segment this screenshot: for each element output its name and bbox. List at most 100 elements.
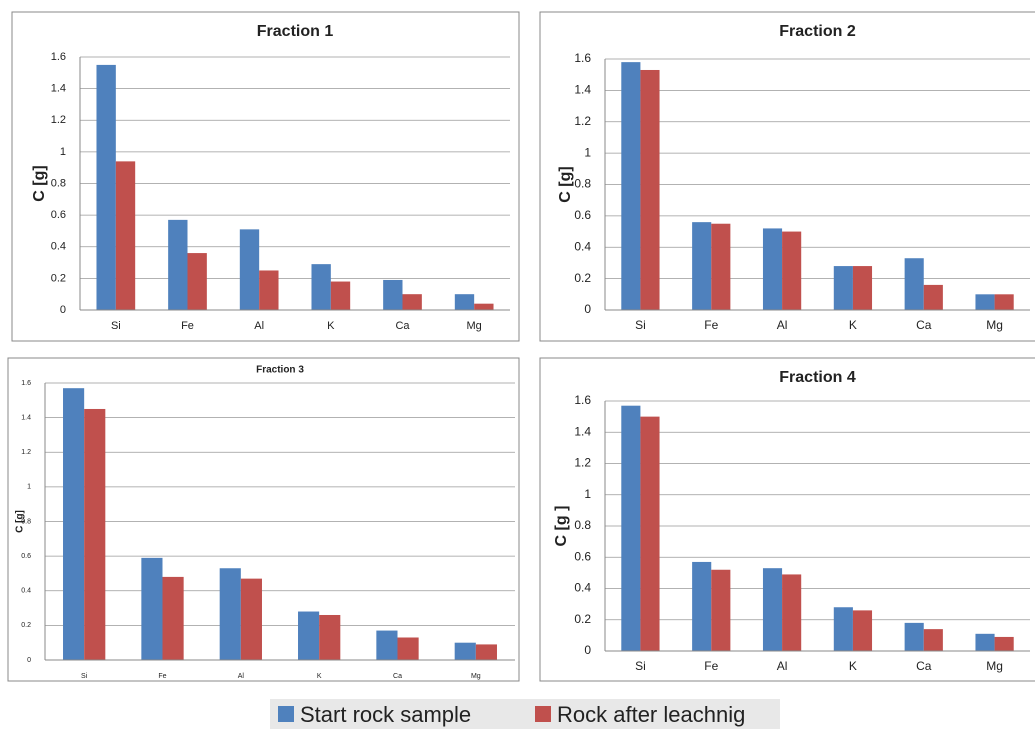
bar	[711, 223, 731, 310]
bar	[782, 574, 802, 651]
y-tick-label: 0.4	[21, 588, 31, 595]
y-tick-label: 0.6	[574, 549, 591, 563]
bar	[833, 607, 853, 651]
bar	[187, 253, 207, 310]
bar	[454, 294, 475, 310]
chart-title: Fraction 4	[779, 369, 856, 386]
x-tick-label: Fe	[158, 673, 166, 680]
y-tick-label: 0.2	[574, 271, 591, 285]
x-tick-label: Fe	[704, 318, 718, 332]
bar	[319, 614, 341, 660]
bar	[833, 266, 853, 310]
bar	[475, 644, 497, 660]
x-tick-label: Mg	[986, 659, 1003, 673]
y-axis-label: C [g]	[15, 510, 26, 533]
bar	[975, 633, 995, 651]
bar	[640, 416, 660, 651]
y-tick-label: 0.8	[574, 518, 591, 532]
bar	[168, 219, 188, 310]
bar	[621, 405, 641, 651]
y-axis-label: C [g]	[557, 166, 574, 202]
chart-title: Fraction 3	[256, 365, 304, 376]
bar	[904, 258, 924, 310]
y-tick-label: 1.6	[574, 51, 591, 65]
x-tick-label: Al	[777, 318, 788, 332]
y-tick-label: 0.6	[51, 209, 66, 221]
legend-swatch	[278, 706, 294, 722]
y-tick-label: 1.2	[51, 114, 66, 126]
y-tick-label: 0.8	[51, 177, 66, 189]
y-tick-label: 1	[27, 484, 31, 491]
bar	[298, 611, 320, 660]
bar	[84, 408, 106, 660]
bar	[852, 610, 873, 651]
x-tick-label: Al	[254, 320, 264, 332]
y-tick-label: 1.4	[51, 83, 66, 95]
bar	[782, 231, 802, 310]
bar	[923, 629, 943, 651]
bar	[397, 637, 419, 660]
bar	[259, 270, 279, 310]
bar	[762, 568, 783, 651]
y-axis-label: C [g]	[31, 165, 48, 201]
x-tick-label: Fe	[704, 659, 718, 673]
bar	[330, 281, 351, 310]
bar	[923, 284, 943, 310]
y-tick-label: 0.2	[51, 272, 66, 284]
bar	[63, 388, 85, 660]
y-tick-label: 0.2	[574, 612, 591, 626]
y-tick-label: 0	[584, 302, 591, 316]
bar	[994, 636, 1014, 651]
legend-swatch	[535, 706, 551, 722]
bar	[621, 62, 641, 311]
x-tick-label: Al	[238, 673, 245, 680]
bar	[162, 576, 184, 660]
y-tick-label: 0.4	[574, 239, 591, 253]
bar	[975, 294, 995, 310]
y-axis-label: C [g ]	[553, 506, 570, 547]
legend-box	[270, 699, 780, 729]
bar	[904, 622, 924, 651]
y-tick-label: 1.4	[574, 83, 591, 97]
y-tick-label: 0.4	[51, 241, 66, 253]
y-tick-label: 0	[60, 304, 66, 316]
bar	[141, 557, 163, 660]
x-tick-label: Fe	[181, 320, 194, 332]
x-tick-label: Ca	[395, 320, 410, 332]
x-tick-label: Al	[777, 659, 788, 673]
bar	[376, 630, 398, 660]
bar	[474, 303, 494, 310]
y-tick-label: 1	[60, 146, 66, 158]
y-tick-label: 1.4	[574, 424, 591, 438]
y-tick-label: 1.6	[21, 380, 31, 387]
x-tick-label: K	[317, 673, 322, 680]
y-tick-label: 0.4	[574, 581, 591, 595]
y-tick-label: 0.6	[21, 553, 31, 560]
y-tick-label: 1	[584, 145, 591, 159]
bar	[383, 279, 403, 310]
x-tick-label: K	[849, 318, 857, 332]
y-tick-label: 1.6	[574, 393, 591, 407]
legend-label: Rock after leachnig	[557, 702, 745, 727]
x-tick-label: K	[849, 659, 857, 673]
bar	[311, 264, 331, 310]
y-tick-label: 1.2	[574, 114, 591, 128]
y-tick-label: 0	[584, 643, 591, 657]
y-tick-label: 0.2	[21, 622, 31, 629]
bar	[115, 161, 136, 310]
x-tick-label: Ca	[916, 659, 932, 673]
bar	[402, 294, 422, 310]
x-tick-label: Ca	[916, 318, 932, 332]
bar	[762, 228, 783, 310]
chart-title: Fraction 2	[779, 23, 856, 40]
x-tick-label: Mg	[986, 318, 1003, 332]
x-tick-label: K	[327, 320, 335, 332]
x-tick-label: Si	[635, 318, 646, 332]
y-tick-label: 1.2	[574, 456, 591, 470]
y-tick-label: 1.6	[51, 51, 66, 63]
bar	[240, 578, 262, 660]
bar	[711, 569, 731, 651]
y-tick-label: 0.8	[21, 518, 31, 525]
bar	[239, 229, 260, 310]
